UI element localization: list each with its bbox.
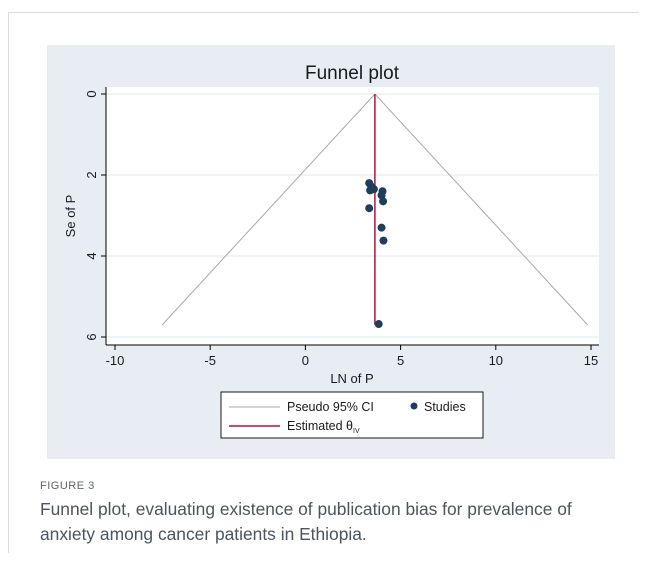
ci-left-line bbox=[161, 93, 376, 326]
study-point bbox=[377, 191, 386, 200]
study-point bbox=[365, 204, 374, 213]
study-point bbox=[374, 320, 383, 329]
study-point bbox=[377, 223, 386, 232]
x-tick-label: 10 bbox=[489, 353, 503, 368]
x-tick-label: 0 bbox=[302, 353, 309, 368]
pseudo-ci-lines bbox=[161, 93, 588, 326]
legend-estimate-subscript: IV bbox=[353, 428, 360, 435]
x-ticks: -10 -5 0 5 10 15 bbox=[106, 345, 598, 368]
legend: Pseudo 95% CI Studies Estimated θIV bbox=[220, 391, 484, 439]
study-point bbox=[379, 197, 388, 206]
x-axis-label: LN of P bbox=[330, 371, 373, 386]
figure-frame bbox=[8, 12, 639, 553]
legend-box bbox=[220, 391, 484, 439]
grid-lines bbox=[106, 93, 599, 338]
y-axis-label: Se of P bbox=[63, 195, 78, 238]
x-tick-label: -10 bbox=[106, 353, 125, 368]
ci-right-line bbox=[374, 93, 588, 326]
chart-title: Funnel plot bbox=[305, 63, 400, 84]
x-tick-label: 5 bbox=[397, 353, 404, 368]
y-tick-label: 2 bbox=[84, 171, 99, 178]
y-tick-label: 4 bbox=[84, 252, 99, 259]
legend-ci-label: Pseudo 95% CI bbox=[287, 400, 374, 414]
study-point bbox=[379, 236, 388, 245]
legend-estimate-label: Estimated θIV bbox=[287, 419, 360, 435]
x-tick-label: -5 bbox=[204, 353, 216, 368]
figure-label: FIGURE 3 bbox=[40, 480, 95, 492]
figure-caption: Funnel plot, evaluating existence of pub… bbox=[40, 499, 572, 544]
y-ticks: 0 2 4 6 bbox=[84, 90, 106, 341]
legend-studies-swatch bbox=[410, 402, 418, 410]
y-tick-label: 6 bbox=[84, 333, 99, 340]
x-tick-label: 15 bbox=[584, 353, 598, 368]
legend-studies-label: Studies bbox=[424, 400, 466, 414]
study-points bbox=[365, 179, 388, 329]
plot-area bbox=[106, 87, 599, 345]
y-tick-label: 0 bbox=[84, 90, 99, 97]
study-point bbox=[369, 185, 378, 194]
